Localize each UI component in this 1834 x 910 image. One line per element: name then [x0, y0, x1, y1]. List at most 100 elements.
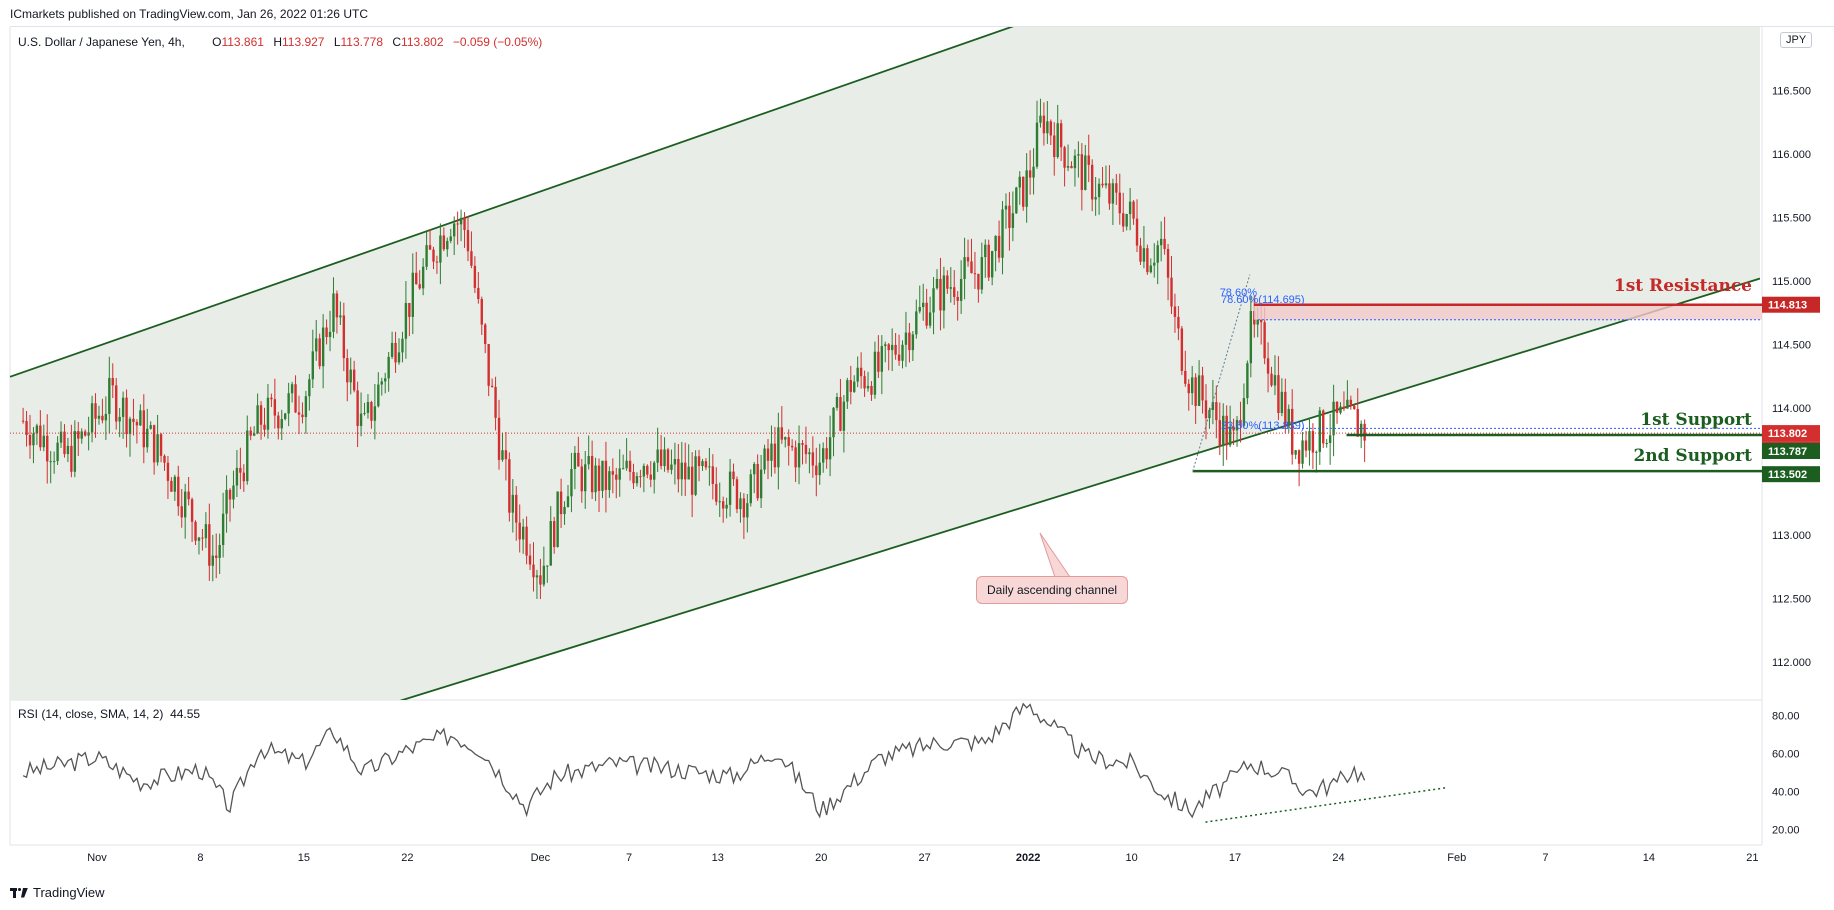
candle-body — [577, 452, 580, 467]
candle-body — [125, 397, 128, 435]
ohlc-open-value: 113.861 — [221, 35, 264, 49]
candle-body — [849, 380, 852, 392]
candle-body — [1097, 183, 1101, 198]
candle-body — [694, 456, 697, 495]
candle-body — [135, 422, 139, 426]
candle-body — [663, 449, 666, 467]
candle-body — [1308, 431, 1311, 451]
candle-body — [218, 545, 221, 558]
candle-body — [232, 485, 235, 500]
candle-body — [1359, 423, 1363, 437]
candle-body — [1053, 135, 1056, 158]
candle-body — [732, 471, 735, 480]
candle-body — [170, 480, 173, 492]
candle-body — [1153, 262, 1156, 266]
candle-body — [1004, 205, 1008, 210]
candle-body — [432, 249, 435, 262]
channel-callout: Daily ascending channel — [976, 576, 1129, 604]
candle-body — [473, 265, 477, 288]
candle-body — [573, 452, 577, 470]
candle-body — [887, 344, 890, 351]
candle-body — [949, 287, 952, 289]
candle-body — [518, 522, 521, 540]
candle-body — [404, 303, 408, 339]
time-tick-label: 15 — [298, 852, 310, 864]
candle-body — [1249, 311, 1253, 364]
candle-body — [197, 537, 201, 541]
candle-body — [1342, 406, 1346, 409]
candle-body — [1108, 183, 1111, 204]
candle-body — [935, 278, 939, 289]
candle-body — [1256, 319, 1259, 325]
candle-body — [215, 555, 218, 558]
candle-body — [380, 381, 383, 385]
candle-body — [984, 244, 987, 258]
time-tick-label: 7 — [626, 852, 632, 864]
candle-body — [1332, 401, 1335, 436]
support2-label: 2nd Support — [1633, 446, 1752, 466]
candle-body — [570, 469, 573, 497]
candle-body — [1211, 402, 1215, 411]
candle-body — [280, 419, 283, 429]
candle-body — [928, 312, 932, 326]
candle-body — [970, 261, 973, 274]
candle-body — [204, 524, 208, 539]
price-tick-label: 114.500 — [1772, 339, 1811, 351]
candle-body — [42, 435, 45, 448]
candle-body — [273, 399, 277, 416]
candle-body — [332, 293, 335, 332]
candle-body — [1111, 183, 1115, 204]
candle-body — [563, 506, 566, 515]
candle-body — [173, 476, 177, 492]
candle-body — [552, 521, 556, 548]
candle-body — [59, 431, 63, 443]
candle-body — [32, 433, 35, 446]
candle-body — [811, 452, 815, 466]
candle-body — [973, 273, 977, 275]
candle-body — [21, 420, 25, 422]
candle-body — [159, 434, 163, 456]
candle-body — [1184, 370, 1187, 384]
candle-body — [684, 462, 687, 480]
candle-body — [966, 257, 970, 262]
currency-button[interactable]: JPY — [1780, 32, 1813, 48]
candle-body — [1104, 183, 1108, 186]
footer-brand[interactable]: TradingView — [10, 885, 105, 900]
candle-body — [1039, 115, 1042, 123]
time-tick-label: 20 — [815, 852, 827, 864]
candle-body — [1349, 399, 1353, 406]
candle-body — [1084, 155, 1087, 190]
candle-body — [1118, 192, 1121, 214]
candle-body — [842, 401, 846, 431]
candle-body — [49, 461, 52, 463]
candle-body — [263, 424, 266, 430]
candle-body — [1035, 122, 1039, 167]
candle-body — [77, 431, 80, 439]
candle-body — [1287, 408, 1290, 427]
candle-body — [856, 367, 859, 382]
candle-body — [808, 452, 811, 455]
candle-body — [1011, 213, 1015, 228]
candle-body — [418, 284, 421, 289]
price-tick-label: 115.500 — [1772, 212, 1811, 224]
candle-body — [80, 431, 83, 439]
candle-body — [942, 275, 946, 311]
candle-body — [853, 381, 856, 392]
candle-body — [446, 240, 449, 250]
candle-body — [377, 384, 380, 407]
candle-body — [283, 413, 287, 420]
candle-body — [487, 344, 490, 386]
candle-body — [146, 428, 149, 448]
candle-body — [922, 302, 925, 308]
candle-body — [818, 462, 821, 476]
candle-body — [1008, 205, 1011, 228]
candle-body — [746, 503, 749, 518]
callout-pointer — [1039, 532, 1073, 581]
candle-body — [639, 476, 642, 478]
candle-body — [559, 491, 563, 515]
candle-body — [156, 434, 159, 463]
candle-body — [342, 315, 346, 359]
candle-body — [1239, 419, 1242, 426]
candle-body — [1204, 400, 1208, 419]
